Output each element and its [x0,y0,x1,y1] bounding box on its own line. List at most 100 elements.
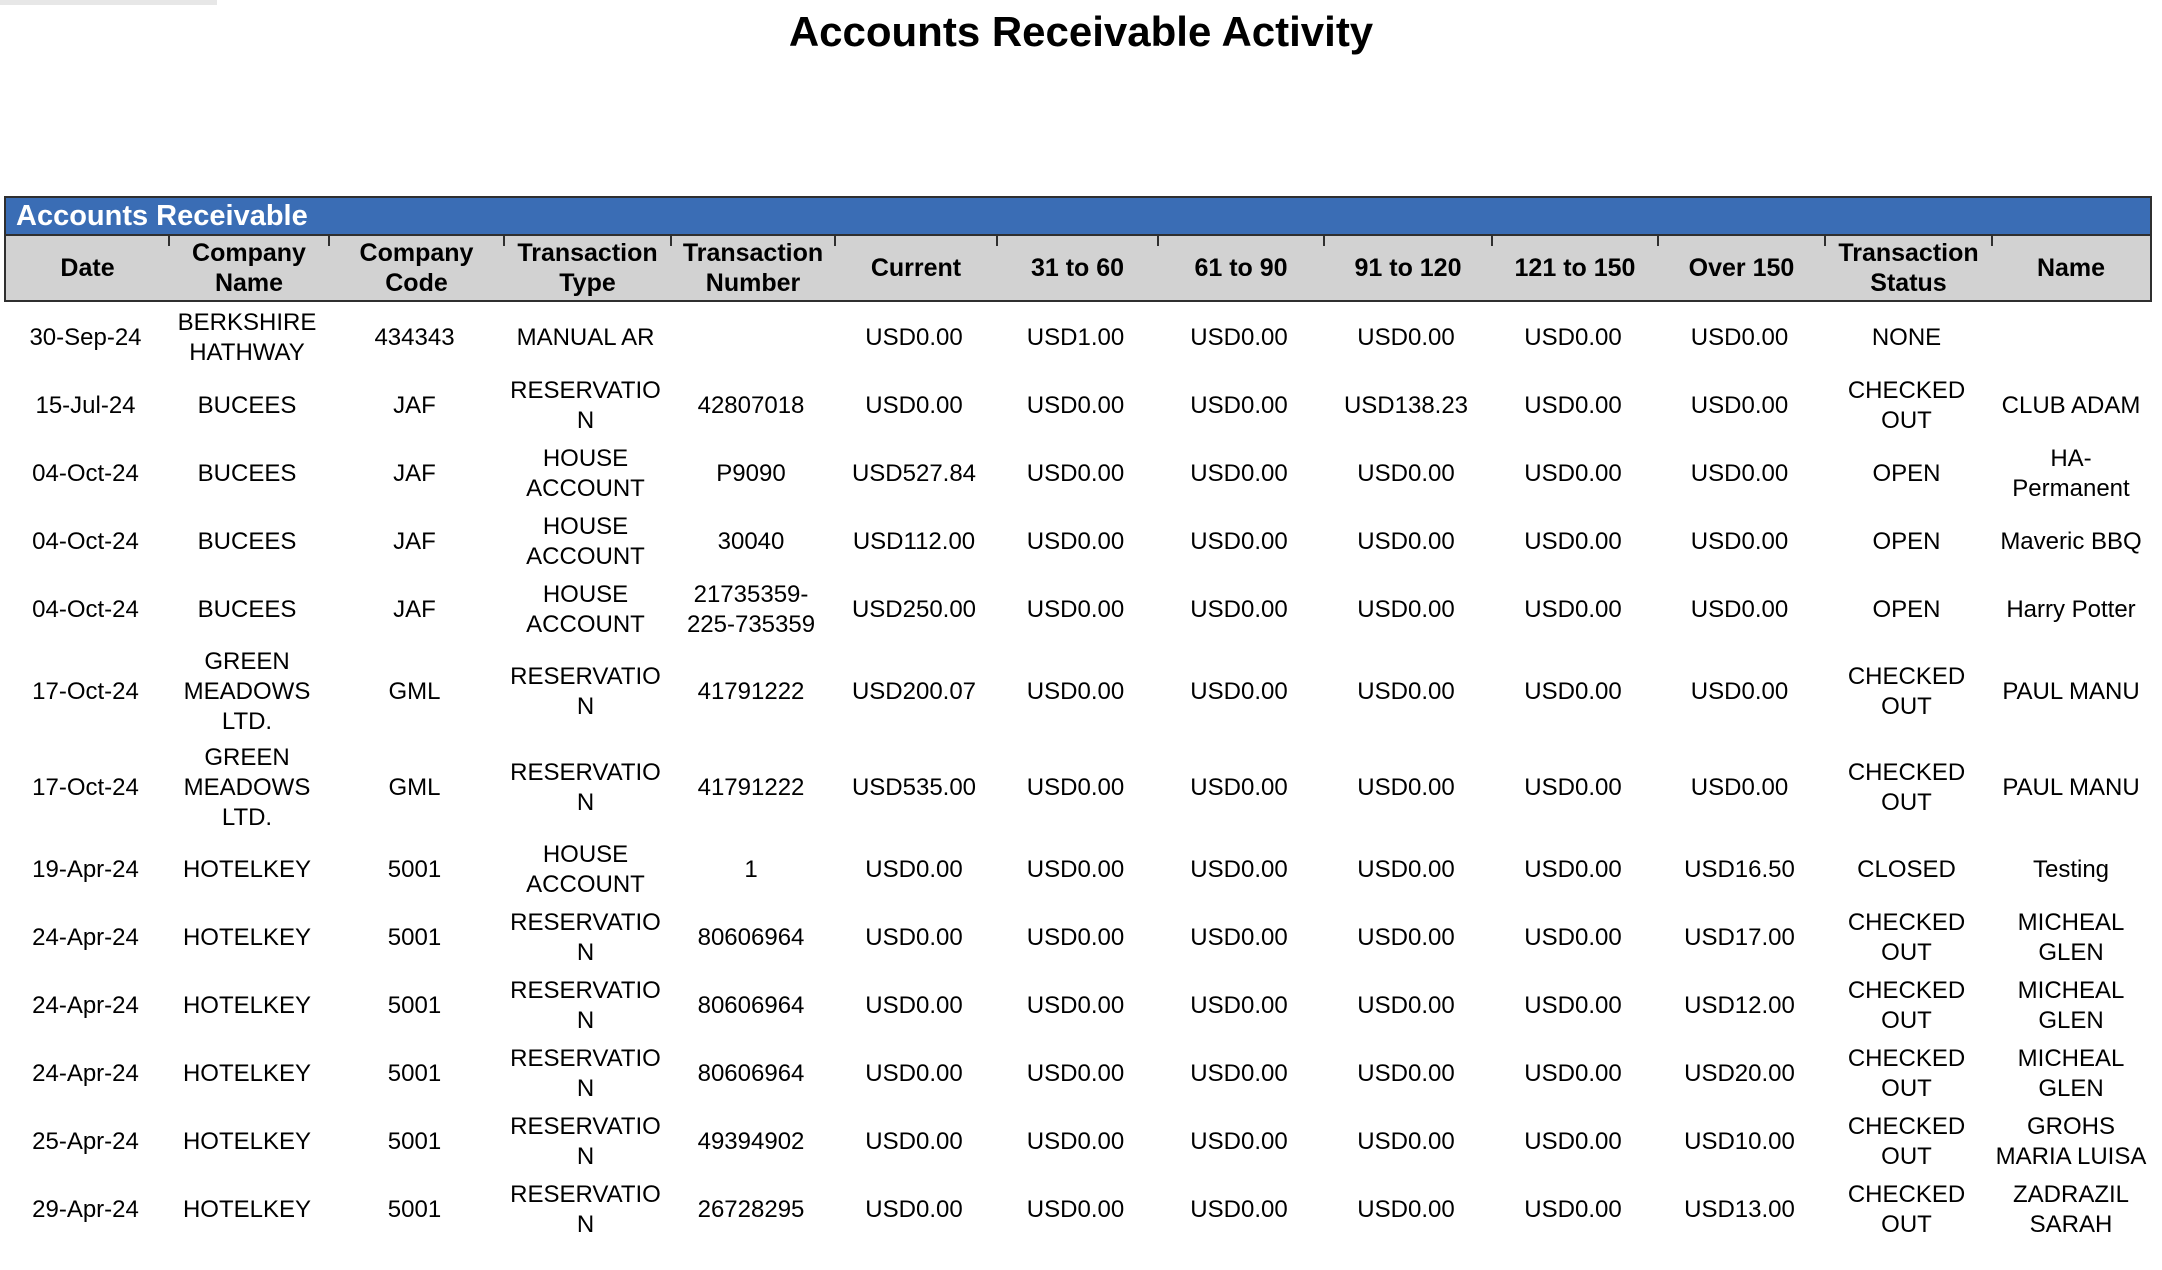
table-cell: BUCEES [197,596,297,623]
table-cell: 5001 [387,1196,442,1223]
table-cell: USD200.07 [851,678,977,705]
column-header: Company Code [328,236,504,300]
table-cell: USD13.00 [1684,1196,1795,1223]
table-cell [669,335,833,341]
table-cell: USD0.00 [1026,460,1125,487]
table-cell: USD0.00 [1524,596,1622,623]
table-cell: HOTELKEY [182,992,312,1019]
table-cell: USD0.00 [1190,460,1288,487]
table-cell: RESERVATION [510,909,661,966]
table-cell: USD0.00 [1524,1196,1622,1223]
table-cell: USD0.00 [1690,678,1789,705]
table-cell: BUCEES [197,528,297,555]
table-row: 24-Apr-24 HOTELKEY 5001 RESERVATION 80606964… [4,1040,2152,1108]
table-cell: GROHS MARIA LUISA [1995,1113,2147,1170]
table-cell: ZADRAZIL SARAH [2012,1181,2129,1238]
table-cell: OPEN [1872,528,1941,555]
table-cell: NONE [1871,324,1942,351]
table-cell: USD0.00 [1190,528,1288,555]
table-cell: USD0.00 [1026,1060,1125,1087]
table-cell: USD0.00 [1190,1060,1288,1087]
table-cell: 21735359-225-735359 [686,581,816,638]
table-cell: CHECKED OUT [1847,759,1966,816]
table-cell: 19-Apr-24 [32,856,139,883]
table-cell: USD0.00 [1190,774,1288,801]
table-cell: BUCEES [197,392,297,419]
table-cell: GREEN MEADOWS LTD. [183,648,311,735]
table-cell: USD0.00 [1026,924,1125,951]
table-cell: HOUSE ACCOUNT [526,581,645,638]
table-cell: 30040 [717,528,785,555]
table-cell: 49394902 [697,1128,805,1155]
table-cell: JAF [393,460,436,487]
table-cell: CLUB ADAM [2001,392,2141,419]
table-cell: P9090 [716,460,786,487]
table-cell: 17-Oct-24 [32,678,139,705]
table-cell: USD0.00 [865,924,963,951]
table-body: 30-Sep-24 BERKSHIRE HATHWAY 434343 MANUAL A… [4,302,2152,1244]
column-header: Name [1991,236,2150,300]
table-cell: 24-Apr-24 [32,924,139,951]
table-cell: 80606964 [697,1060,805,1087]
table-cell: 17-Oct-24 [32,774,139,801]
table-cell: USD527.84 [851,460,977,487]
table-cell: CHECKED OUT [1847,663,1966,720]
table-cell: 24-Apr-24 [32,992,139,1019]
column-header: 61 to 90 [1157,236,1324,300]
table-cell: USD0.00 [865,392,963,419]
table-cell: USD17.00 [1684,924,1795,951]
table-cell: USD0.00 [865,992,963,1019]
table-cell: USD0.00 [1357,924,1455,951]
table-cell: USD0.00 [1524,460,1622,487]
table-cell: 5001 [387,1128,442,1155]
table-cell: HA-Permanent [2012,445,2130,502]
table-cell: USD0.00 [1190,324,1288,351]
table-cell [1990,335,2152,341]
table-header-row: Date Company Name Company Code Transaction … [4,236,2152,302]
table-cell: USD0.00 [1690,774,1789,801]
table-cell: HOUSE ACCOUNT [526,513,645,570]
table-cell: USD0.00 [1524,392,1622,419]
table-cell: 42807018 [697,392,805,419]
table-cell: RESERVATION [510,977,661,1034]
table-cell: OPEN [1872,460,1941,487]
table-cell: USD0.00 [1357,1128,1455,1155]
table-cell: USD0.00 [1690,528,1789,555]
table-cell: CHECKED OUT [1847,1113,1966,1170]
table-row: 04-Oct-24 BUCEES JAF HOUSE ACCOUNT P9090 USD5… [4,440,2152,508]
table-cell: RESERVATION [510,1113,661,1170]
table-cell: USD0.00 [1524,1128,1622,1155]
table-section-title: Accounts Receivable [16,199,308,232]
table-cell: USD0.00 [1524,992,1622,1019]
table-cell: MICHEAL GLEN [2017,909,2125,966]
table-cell: 15-Jul-24 [35,392,136,419]
table-cell: USD0.00 [1190,392,1288,419]
table-cell: USD0.00 [1026,392,1125,419]
table-cell: Testing [2032,856,2110,883]
table-cell: MANUAL AR [516,324,655,351]
table-cell: PAUL MANU [2002,774,2140,801]
table-cell: CHECKED OUT [1847,1045,1966,1102]
table-cell: USD0.00 [1357,1196,1455,1223]
column-header: 31 to 60 [996,236,1158,300]
table-cell: USD0.00 [1026,596,1125,623]
table-cell: GML [388,774,441,801]
table-cell: 04-Oct-24 [32,460,139,487]
table-cell: 41791222 [697,774,805,801]
table-cell: 5001 [387,856,442,883]
table-cell: CLOSED [1857,856,1956,883]
table-cell: JAF [393,596,436,623]
table-cell: USD0.00 [1026,856,1125,883]
table-cell: HOUSE ACCOUNT [526,445,645,502]
table-cell: 5001 [387,992,442,1019]
table-cell: USD0.00 [1357,678,1455,705]
table-cell: USD0.00 [1524,678,1622,705]
table-cell: CHECKED OUT [1847,377,1966,434]
table-cell: JAF [393,392,436,419]
table-cell: USD0.00 [1524,774,1622,801]
table-cell: USD0.00 [1524,856,1622,883]
table-cell: GML [388,678,441,705]
table-cell: USD0.00 [1026,1196,1125,1223]
table-cell: USD0.00 [1357,324,1455,351]
top-left-gray-bar [0,0,217,5]
